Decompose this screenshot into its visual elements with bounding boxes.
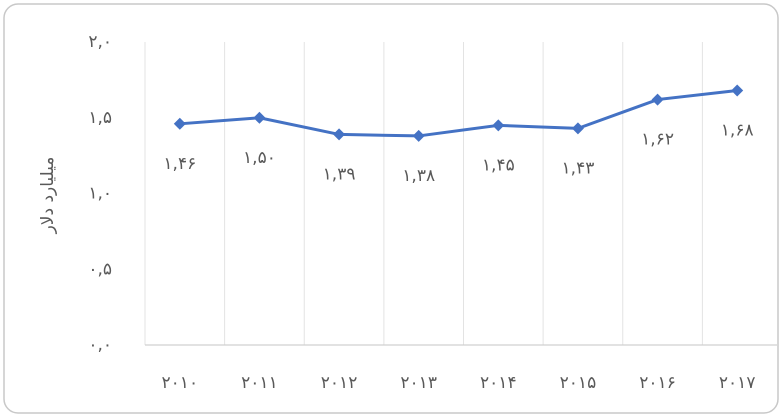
x-tick-label: ۲۰۱۳	[400, 373, 437, 393]
point	[731, 84, 744, 97]
x-tick-label: ۲۰۱۰	[162, 373, 199, 393]
y-tick-label: ۱,۵	[88, 108, 112, 128]
y-tick-label: ۰,۵	[88, 259, 112, 279]
data-label: ۱,۴۳	[562, 158, 595, 178]
point	[651, 93, 664, 106]
data-label: ۱,۳۸	[402, 166, 435, 186]
data-label: ۱,۵۰	[243, 148, 276, 168]
point	[253, 111, 266, 124]
y-tick-label: ۱,۰	[88, 184, 112, 204]
y-axis-label: میلیارد دلار	[38, 157, 58, 235]
x-tick-label: ۲۰۱۶	[639, 373, 676, 393]
x-tick-label: ۲۰۱۵	[560, 373, 597, 393]
y-tick-label: ۲,۰	[88, 32, 112, 52]
x-tick-label: ۲۰۱۴	[480, 373, 517, 393]
point	[412, 129, 425, 142]
point	[492, 119, 505, 132]
data-label: ۱,۴۵	[482, 155, 515, 175]
data-label: ۱,۶۸	[721, 120, 754, 140]
data-label: ۱,۶۲	[641, 130, 674, 150]
x-tick-label: ۲۰۱۱	[241, 373, 278, 393]
point	[333, 128, 346, 141]
x-tick-label: ۲۰۱۷	[719, 373, 756, 393]
x-tick-label: ۲۰۱۲	[321, 373, 358, 393]
data-label: ۱,۳۹	[323, 164, 356, 184]
point	[173, 117, 186, 130]
chart-frame	[3, 3, 779, 414]
data-label: ۱,۴۶	[163, 154, 196, 174]
y-tick-label: ۰,۰	[88, 335, 112, 355]
point	[571, 122, 584, 135]
series-line	[179, 88, 738, 138]
